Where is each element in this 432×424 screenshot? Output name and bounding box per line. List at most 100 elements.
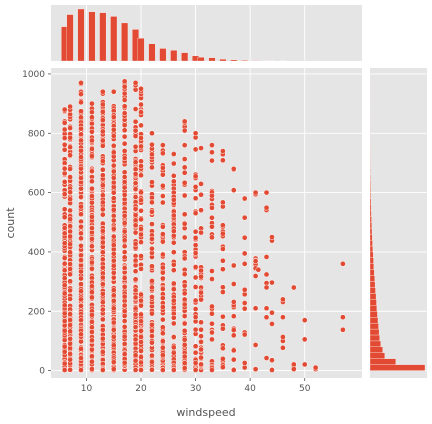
scatter-point (170, 151, 177, 157)
scatter-point (110, 274, 117, 281)
y-axis-label: count (4, 207, 17, 239)
scatter-point (78, 131, 84, 138)
scatter-point (121, 184, 128, 191)
scatter-point (301, 361, 308, 368)
scatter-point (89, 337, 95, 344)
scatter-point (132, 194, 139, 200)
scatter-point (290, 284, 297, 291)
scatter-point (159, 286, 166, 292)
scatter-point (67, 287, 73, 294)
scatter-point (110, 142, 117, 149)
scatter-point (340, 260, 346, 267)
scatter-point (159, 304, 166, 310)
scatter-point (149, 263, 155, 270)
scatter-point (89, 193, 95, 199)
scatter-point (67, 271, 73, 278)
marginal-y-bar (369, 222, 372, 229)
x-tick-label: 40 (244, 384, 256, 394)
scatter-point (132, 311, 139, 318)
scatter-point (89, 178, 95, 185)
scatter-panel (51, 68, 362, 378)
scatter-point (198, 181, 204, 187)
scatter-point (138, 135, 144, 141)
scatter-point (181, 211, 188, 218)
scatter-point (99, 166, 106, 173)
scatter-point (78, 114, 84, 121)
scatter-point (159, 165, 166, 171)
scatter-point (121, 140, 128, 147)
scatter-point (78, 235, 84, 242)
scatter-point (230, 367, 237, 373)
scatter-point (89, 318, 95, 325)
scatter-point (181, 301, 188, 308)
scatter-point (220, 364, 226, 371)
scatter-point (159, 182, 166, 189)
scatter-point (89, 114, 95, 121)
scatter-point (99, 211, 106, 218)
scatter-point (230, 313, 237, 320)
scatter-point (110, 114, 117, 120)
scatter-point (198, 326, 204, 333)
scatter-point (67, 328, 73, 335)
scatter-point (159, 324, 166, 331)
scatter-point (181, 320, 188, 327)
scatter-point (89, 199, 95, 206)
x-axis-ticks: 10 20 30 40 50 (81, 378, 311, 394)
scatter-point (67, 241, 73, 248)
marginal-x-bar (137, 38, 145, 62)
scatter-point (198, 273, 204, 280)
scatter-point (159, 330, 166, 337)
scatter-point (67, 351, 73, 357)
scatter-point (121, 237, 128, 244)
scatter-point (159, 223, 166, 230)
scatter-point (220, 246, 226, 252)
scatter-point (138, 189, 144, 196)
scatter-point (132, 257, 139, 264)
scatter-point (209, 192, 215, 199)
scatter-point (149, 179, 155, 185)
scatter-point (170, 178, 177, 185)
scatter-point (192, 360, 199, 366)
scatter-point (99, 117, 106, 123)
scatter-point (89, 289, 95, 295)
marginal-y-bar (369, 204, 372, 211)
scatter-point (121, 302, 128, 309)
scatter-point (170, 334, 177, 340)
scatter-point (209, 268, 215, 274)
scatter-point (89, 236, 95, 242)
scatter-point (78, 338, 84, 345)
scatter-point (89, 100, 95, 107)
x-tick-label: 10 (81, 384, 93, 394)
scatter-point (61, 120, 68, 126)
scatter-point (181, 271, 188, 277)
marginal-y-bar (369, 293, 377, 300)
marginal-y-bar (369, 299, 377, 306)
scatter-point (192, 130, 199, 137)
scatter-point (67, 311, 73, 317)
scatter-point (78, 281, 84, 287)
scatter-point (209, 329, 215, 336)
scatter-point (149, 194, 155, 201)
scatter-point (252, 273, 259, 279)
scatter-point (132, 133, 139, 139)
scatter-point (110, 333, 117, 340)
marginal-x-bar (219, 58, 227, 62)
scatter-point (61, 126, 68, 133)
scatter-point (110, 270, 117, 276)
scatter-point (67, 166, 73, 172)
scatter-point (209, 204, 215, 211)
marginal-x-bar (66, 14, 74, 62)
scatter-point (149, 130, 155, 137)
scatter-point (78, 275, 84, 282)
scatter-point (132, 294, 139, 301)
scatter-point (170, 212, 177, 219)
scatter-point (301, 317, 308, 324)
scatter-point (110, 366, 117, 372)
scatter-point (220, 355, 226, 362)
scatter-point (78, 346, 84, 352)
scatter-point (312, 364, 319, 371)
scatter-point (181, 156, 188, 162)
scatter-point (252, 189, 259, 196)
scatter-point (241, 286, 248, 293)
scatter-point (159, 352, 166, 358)
